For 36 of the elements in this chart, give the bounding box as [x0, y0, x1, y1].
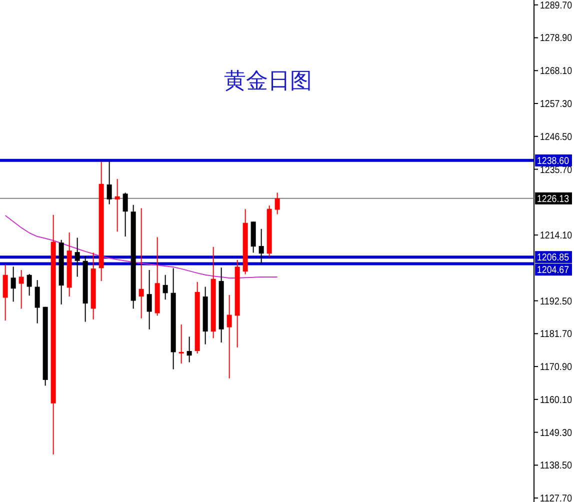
- candlestick: [274, 192, 280, 215]
- y-tick-label: 1160.10: [540, 394, 574, 406]
- y-tick-label: 1149.30: [540, 428, 574, 439]
- ref-line-label: 1238.60: [537, 156, 574, 167]
- candlestick: [74, 237, 80, 278]
- y-tick-label: 1181.70: [540, 329, 574, 340]
- candlestick: [258, 228, 264, 264]
- candlestick: [18, 270, 24, 310]
- text: 黄金日图: [224, 68, 312, 93]
- candlestick: [138, 208, 144, 319]
- y-tick-label: 1257.30: [540, 99, 574, 110]
- candlestick: [162, 274, 168, 300]
- ref-line-label: 1204.67: [537, 265, 574, 276]
- candlestick: [10, 266, 16, 302]
- y-tick-label: 1192.50: [540, 296, 574, 308]
- ref-line-label: 1206.85: [537, 252, 574, 264]
- y-tick-label: 1127.70: [540, 494, 574, 502]
- y-tick-label: 1235.70: [540, 164, 574, 176]
- candlestick: [146, 270, 152, 330]
- y-tick-label: 1138.50: [540, 460, 574, 472]
- candlestick: [114, 178, 120, 232]
- candlestick: [226, 294, 232, 379]
- y-tick-label: 1289.70: [540, 0, 574, 12]
- candlestick: [178, 324, 184, 364]
- y-tick-label: 1214.10: [540, 230, 574, 242]
- candlestick: [186, 336, 192, 363]
- candlestick: [34, 280, 40, 324]
- y-tick-label: 1268.10: [540, 66, 574, 78]
- y-tick-label: 1246.50: [540, 132, 574, 143]
- candlestick: [106, 161, 112, 205]
- candlestick: [2, 264, 8, 322]
- ref-line-label: 1226.13: [537, 194, 574, 205]
- y-tick-label: 1170.90: [540, 362, 574, 374]
- y-tick-label: 1278.90: [540, 33, 574, 44]
- candlestick: [26, 273, 32, 296]
- candlestick: [122, 192, 128, 238]
